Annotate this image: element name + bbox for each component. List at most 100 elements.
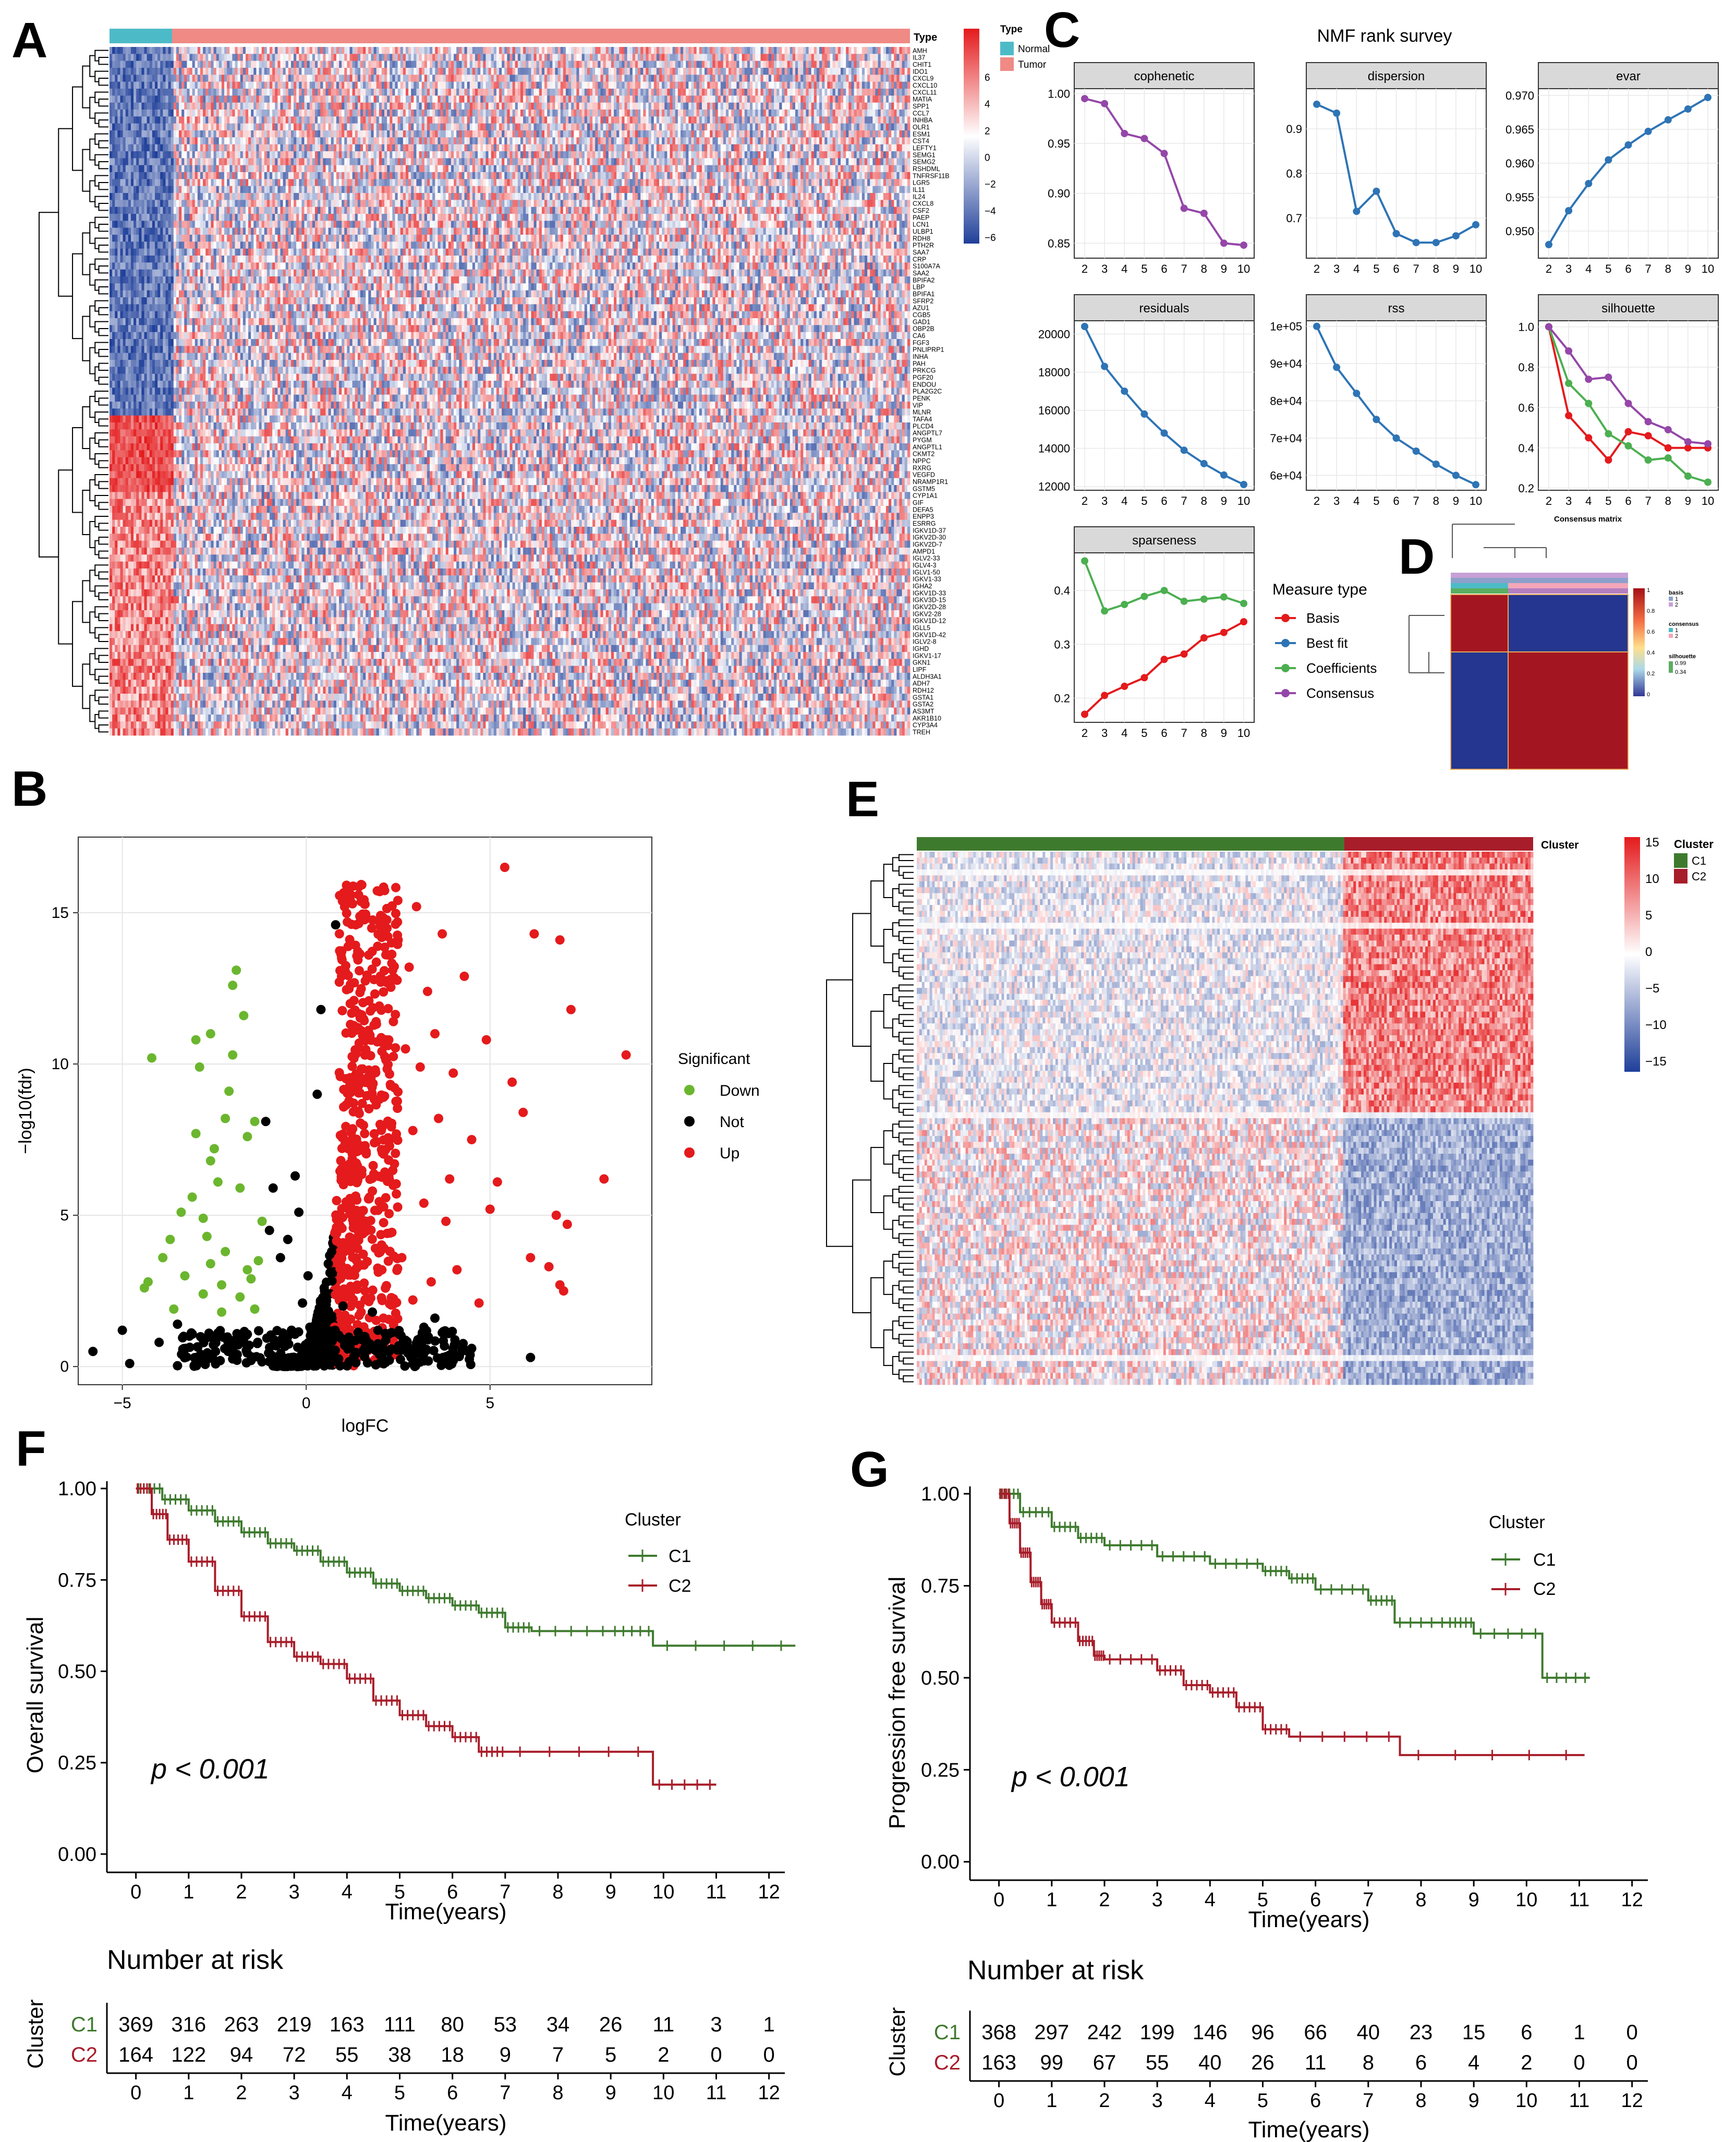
heatmap-cell	[782, 47, 785, 54]
heatmap-cell	[353, 54, 356, 61]
heatmap-cell	[905, 47, 908, 54]
heatmap-cell	[544, 54, 548, 61]
heatmap-cell	[238, 54, 241, 61]
heatmap-cell	[195, 54, 198, 61]
heatmap-cell	[558, 47, 561, 54]
heatmap-cell	[883, 47, 887, 54]
heatmap-cell	[422, 54, 425, 61]
heatmap-cell	[195, 47, 198, 54]
heatmap-cell	[331, 47, 334, 54]
heatmap-cell	[438, 47, 441, 54]
heatmap-cell	[894, 47, 897, 54]
heatmap-cell	[552, 47, 555, 54]
heatmap-cell	[398, 54, 401, 61]
heatmap-cell	[310, 54, 313, 61]
heatmap-cell	[664, 47, 667, 54]
heatmap-cell	[238, 47, 241, 54]
heatmap-cell	[344, 47, 347, 54]
heatmap-cell	[139, 54, 142, 61]
heatmap-cell	[117, 47, 120, 54]
heatmap-cell	[667, 47, 670, 54]
heatmap-cell	[267, 47, 270, 54]
heatmap-cell	[817, 54, 820, 61]
heatmap-cell	[790, 47, 793, 54]
heatmap-cell	[859, 47, 863, 54]
heatmap-cell	[843, 54, 846, 61]
heatmap-cell	[136, 54, 139, 61]
heatmap-cell	[694, 54, 697, 61]
heatmap-cell	[585, 54, 588, 61]
heatmap-cell	[750, 47, 753, 54]
heatmap-cell	[848, 47, 852, 54]
heatmap-cell	[462, 54, 465, 61]
heatmap-cell	[472, 54, 476, 61]
heatmap-cell	[715, 54, 718, 61]
heatmap-cell	[600, 54, 603, 61]
heatmap-cell	[128, 54, 131, 61]
heatmap-cell	[867, 47, 870, 54]
heatmap-cell	[267, 54, 270, 61]
heatmap-cell	[280, 47, 283, 54]
heatmap-cell	[822, 54, 825, 61]
heatmap-cell	[585, 47, 588, 54]
heatmap-cell	[438, 54, 441, 61]
heatmap-cell	[718, 54, 721, 61]
heatmap-cell	[776, 47, 780, 54]
heatmap-cell	[462, 47, 465, 54]
heatmap-cell	[342, 47, 345, 54]
panel-letter-f: F	[16, 1421, 46, 1477]
heatmap-cell	[723, 47, 726, 54]
heatmap-cell	[229, 47, 233, 54]
heatmap-cell	[731, 47, 734, 54]
heatmap-cell	[889, 47, 892, 54]
heatmap-cell	[377, 54, 380, 61]
heatmap-cell	[329, 47, 332, 54]
heatmap-cell	[224, 54, 227, 61]
heatmap-cell	[736, 47, 739, 54]
heatmap-cell	[115, 54, 118, 61]
heatmap-cell	[283, 54, 286, 61]
heatmap-cell	[288, 54, 292, 61]
heatmap-cell	[262, 54, 265, 61]
heatmap-cell	[673, 47, 676, 54]
heatmap-cell	[147, 47, 150, 54]
heatmap-cell	[174, 54, 177, 61]
heatmap-cell	[688, 47, 691, 54]
heatmap-cell	[120, 54, 123, 61]
heatmap-cell	[566, 47, 569, 54]
heatmap-cell	[657, 47, 660, 54]
heatmap-cell	[296, 47, 299, 54]
heatmap-cell	[358, 47, 361, 54]
heatmap-cell	[435, 47, 438, 54]
heatmap-cell	[537, 54, 540, 61]
heatmap-cell	[811, 54, 815, 61]
heatmap-cell	[283, 47, 286, 54]
heatmap-cell	[363, 47, 366, 54]
heatmap-cell	[683, 47, 686, 54]
heatmap-cell	[651, 54, 654, 61]
heatmap-cell	[576, 54, 579, 61]
heatmap-cell	[360, 54, 363, 61]
heatmap-cell	[379, 47, 382, 54]
heatmap-cell	[432, 47, 435, 54]
heatmap-cell	[214, 54, 217, 61]
heatmap-cell	[523, 54, 526, 61]
heatmap-cell	[872, 47, 876, 54]
heatmap-cell	[561, 47, 564, 54]
heatmap-cell	[900, 47, 903, 54]
heatmap-cell	[296, 54, 299, 61]
heatmap-cell	[454, 54, 457, 61]
heatmap-cell	[216, 47, 220, 54]
heatmap-cell	[539, 54, 542, 61]
heatmap-cell	[224, 47, 227, 54]
heatmap-cell	[395, 54, 398, 61]
heatmap-cell	[198, 54, 201, 61]
heatmap-cell	[307, 54, 310, 61]
heatmap-cell	[342, 54, 345, 61]
heatmap-cell	[368, 54, 371, 61]
heatmap-cell	[435, 54, 438, 61]
heatmap-cell	[694, 47, 697, 54]
heatmap-cell	[416, 54, 419, 61]
heatmap-cell	[667, 54, 670, 61]
heatmap-cell	[155, 54, 158, 61]
